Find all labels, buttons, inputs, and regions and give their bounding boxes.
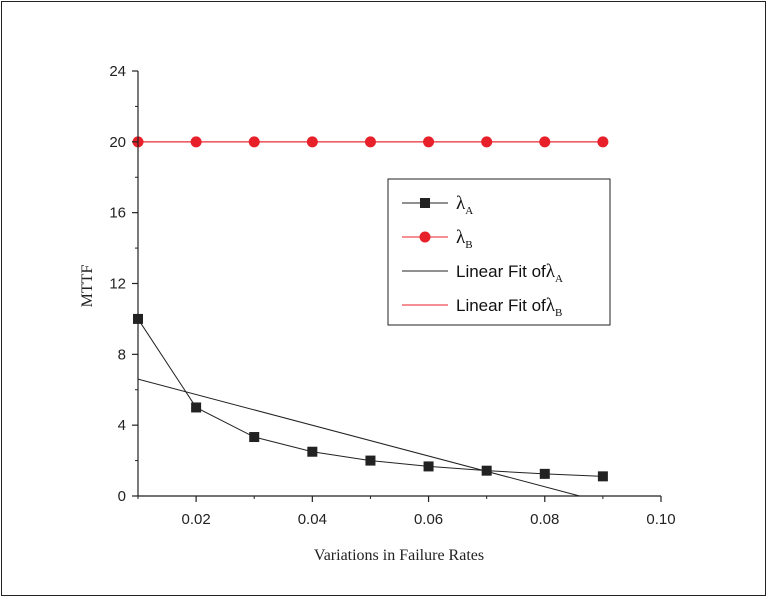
- data-point-b: [597, 136, 609, 148]
- legend-marker-series-a: [420, 198, 430, 208]
- axes: 0 4 8 12 16 20 24 0.02 0.04 0.06 0.08 0.10: [109, 63, 675, 528]
- legend-subscript-series-b: B: [465, 239, 472, 251]
- data-point-a: [597, 471, 608, 482]
- data-point-b: [248, 136, 260, 148]
- x-tick-label: 0.06: [414, 511, 443, 528]
- data-point-b: [364, 136, 376, 148]
- legend-label-fit-a: Linear Fit of: [456, 262, 546, 281]
- data-point-a: [191, 402, 202, 413]
- data-point-b: [423, 136, 435, 148]
- x-axis-title: Variations in Failure Rates: [314, 547, 484, 564]
- data-point-a: [423, 461, 434, 472]
- legend-symbol-fit-a: λ: [546, 261, 556, 282]
- y-tick-label: 12: [109, 276, 126, 293]
- data-point-b: [481, 136, 493, 148]
- legend-subscript-fit-b: B: [555, 307, 562, 319]
- y-axis-title: MTTF: [79, 265, 96, 308]
- data-point-b: [539, 136, 551, 148]
- y-tick-label: 0: [118, 488, 126, 505]
- data-point-b: [190, 136, 202, 148]
- legend-symbol-series-b: λ: [456, 227, 466, 248]
- legend-label-fit-b: Linear Fit of: [456, 296, 546, 315]
- y-tick-label: 20: [109, 134, 126, 151]
- plot-area: [132, 136, 609, 497]
- legend-symbol-series-a: λ: [456, 193, 466, 214]
- data-point-a: [307, 446, 318, 457]
- x-tick-label: 0.04: [298, 511, 327, 528]
- x-tick-label: 0.08: [530, 511, 559, 528]
- data-point-a: [249, 432, 260, 443]
- y-tick-label: 4: [118, 417, 126, 434]
- x-tick-label: 0.10: [646, 511, 675, 528]
- y-tick-label: 8: [118, 346, 126, 363]
- y-tick-label: 16: [109, 205, 126, 222]
- legend-marker-series-b: [419, 231, 431, 243]
- legend-subscript-series-a: A: [465, 205, 473, 217]
- linear-fit-line-a: [137, 378, 580, 497]
- data-point-a: [365, 455, 376, 466]
- legend-symbol-fit-b: λ: [546, 295, 556, 316]
- data-point-a: [539, 468, 550, 479]
- x-tick-label: 0.02: [182, 511, 211, 528]
- data-point-b: [306, 136, 318, 148]
- legend-subscript-fit-a: A: [555, 273, 563, 285]
- data-point-a: [481, 465, 492, 476]
- y-tick-label: 24: [109, 63, 126, 80]
